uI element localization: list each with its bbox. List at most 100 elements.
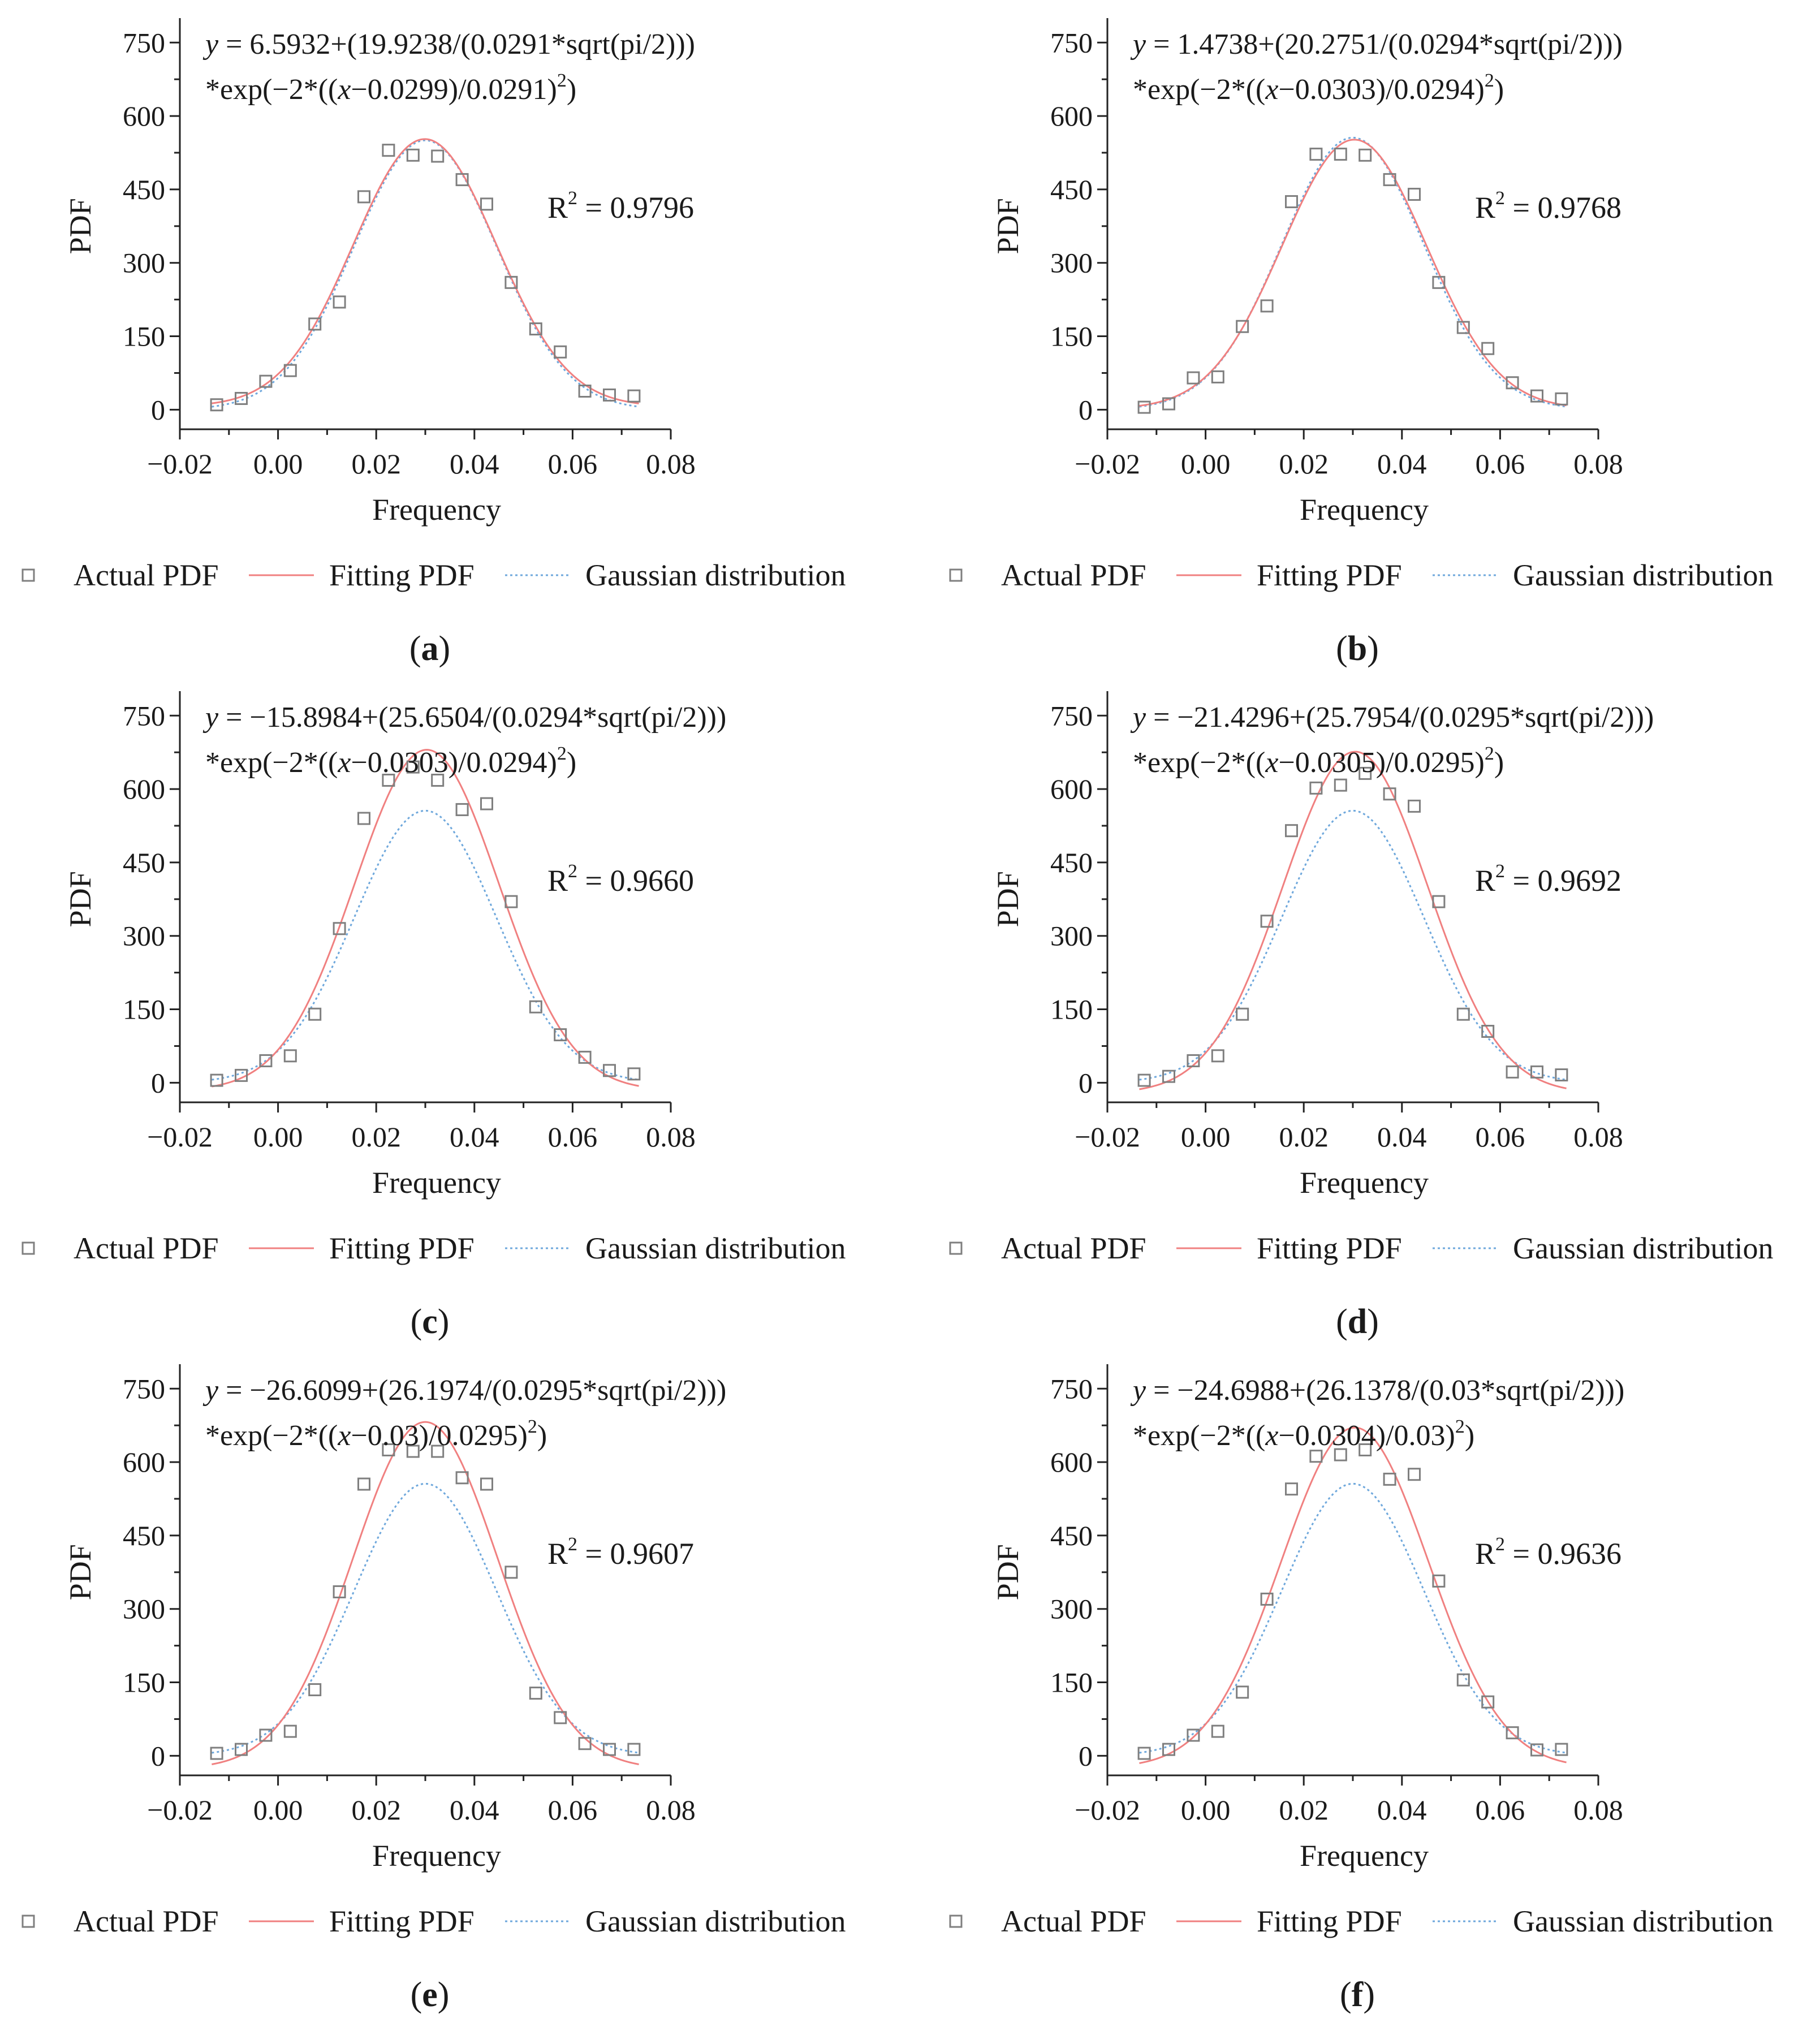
actual-pdf-point <box>1236 1007 1249 1021</box>
actual-pdf-point <box>1260 299 1274 313</box>
actual-pdf-point <box>210 398 223 412</box>
actual-pdf-point <box>1334 148 1347 161</box>
legend-actual-marker <box>21 568 35 582</box>
y-tick-label: 0 <box>151 1740 165 1771</box>
actual-pdf-point <box>1408 799 1421 813</box>
actual-pdf-point <box>1211 1049 1224 1063</box>
actual-pdf-point <box>1137 1747 1151 1760</box>
chart-panel-f: 0 150 300 450 600 750 −0.02 0.00 0.02 0.04 0.06 0.0… <box>949 1364 1773 2014</box>
y-tick-label: 600 <box>1050 100 1093 132</box>
x-tick-label: 0.02 <box>1279 1121 1329 1153</box>
actual-pdf-point <box>431 1444 445 1458</box>
y-tick-label: 0 <box>1079 1067 1093 1098</box>
r-squared-label: R2 = 0.9607 <box>547 1534 694 1571</box>
actual-pdf-point <box>578 1737 592 1750</box>
legend-actual-label: Actual PDF <box>74 1231 219 1265</box>
x-tick-label: 0.02 <box>351 1794 401 1826</box>
actual-pdf-point <box>455 173 469 187</box>
legend-fitting-label: Fitting PDF <box>1257 1231 1402 1265</box>
actual-pdf-point <box>1456 321 1470 334</box>
y-tick-label: 450 <box>123 847 165 878</box>
actual-pdf-point <box>210 1747 223 1760</box>
legend-gaussian-label: Gaussian distribution <box>585 1904 846 1938</box>
y-tick-label: 150 <box>1050 1667 1093 1698</box>
r-squared-label: R2 = 0.9768 <box>1475 188 1621 225</box>
y-tick-label: 0 <box>151 1067 165 1098</box>
actual-pdf-point <box>1309 1450 1323 1463</box>
actual-pdf-point <box>1211 1724 1224 1738</box>
legend-actual-label: Actual PDF <box>1001 1231 1146 1265</box>
actual-pdf-point <box>1187 1728 1200 1742</box>
actual-pdf-point <box>627 1067 641 1081</box>
equation-line-2: *exp(−2*((x−0.0304)/0.03)2) <box>1133 1416 1474 1452</box>
actual-pdf-point <box>1187 1054 1200 1067</box>
equation-line-1: y = 6.5932+(19.9238/(0.0291*sqrt(pi/2))) <box>202 28 695 61</box>
chart-legend: Actual PDF Fitting PDF Gaussian distributi… <box>949 1904 1773 1938</box>
legend-actual-marker <box>21 1914 35 1928</box>
x-tick-label: 0.02 <box>1279 448 1329 480</box>
x-tick-label: −0.02 <box>1075 1794 1140 1826</box>
gaussian-distribution-curve <box>212 1482 639 1754</box>
y-tick-label: 300 <box>1050 247 1093 279</box>
actual-pdf-point <box>1236 320 1249 333</box>
actual-pdf-point <box>210 1073 223 1087</box>
actual-pdf-point <box>1334 778 1347 792</box>
actual-pdf-point <box>259 374 273 388</box>
legend-gaussian-label: Gaussian distribution <box>585 1231 846 1265</box>
actual-pdf-point <box>431 774 445 787</box>
fitting-pdf-curve <box>1139 1426 1567 1764</box>
equation-line-2: *exp(−2*((x−0.0299)/0.0291)2) <box>205 70 576 106</box>
x-tick-label: −0.02 <box>1075 448 1140 480</box>
x-tick-label: 0.06 <box>1476 1794 1525 1826</box>
x-tick-label: −0.02 <box>147 1794 213 1826</box>
actual-pdf-point <box>504 895 518 908</box>
actual-pdf-point <box>1432 275 1446 289</box>
y-tick-label: 300 <box>123 247 165 279</box>
equation-line-1: y = 1.4738+(20.2751/(0.0294*sqrt(pi/2))) <box>1130 28 1623 61</box>
y-tick-label: 600 <box>123 1446 165 1478</box>
legend-gaussian-label: Gaussian distribution <box>1513 558 1773 592</box>
x-tick-label: 0.02 <box>1279 1794 1329 1826</box>
legend-actual-marker <box>949 1241 963 1255</box>
actual-pdf-point <box>1481 1025 1495 1038</box>
y-tick-label: 450 <box>1050 847 1093 878</box>
y-tick-label: 450 <box>123 1520 165 1551</box>
y-axis-label: PDF <box>63 1544 97 1600</box>
actual-pdf-point <box>1555 392 1568 406</box>
actual-pdf-point <box>406 1444 420 1458</box>
actual-pdf-point <box>504 275 518 289</box>
r-squared-label: R2 = 0.9692 <box>1475 861 1621 898</box>
x-tick-label: −0.02 <box>147 448 213 480</box>
actual-pdf-point <box>382 774 395 787</box>
actual-pdf-point <box>1555 1068 1568 1082</box>
actual-pdf-point <box>333 922 346 935</box>
y-tick-label: 450 <box>1050 174 1093 205</box>
x-tick-label: 0.00 <box>1181 1794 1231 1826</box>
x-tick-label: 0.04 <box>1377 1121 1427 1153</box>
panel-label: (f) <box>1340 1976 1375 2014</box>
chart-legend: Actual PDF Fitting PDF Gaussian distributi… <box>949 1231 1773 1265</box>
y-tick-label: 750 <box>123 27 165 58</box>
x-axis-label: Frequency <box>1300 493 1429 527</box>
y-axis-label: PDF <box>991 1544 1025 1600</box>
x-tick-label: 0.04 <box>450 1794 499 1826</box>
actual-pdf-point <box>480 1477 493 1491</box>
chart-panel-c: 0 150 300 450 600 750 −0.02 0.00 0.02 0.04 0.06 0.0… <box>21 691 846 1341</box>
gaussian-distribution-curve <box>1139 1482 1567 1754</box>
x-tick-label: 0.06 <box>548 1121 598 1153</box>
legend-fitting-label: Fitting PDF <box>1257 558 1402 592</box>
x-tick-label: 0.00 <box>1181 1121 1231 1153</box>
actual-pdf-point <box>382 1443 395 1456</box>
gaussian-distribution-curve <box>212 809 639 1081</box>
actual-pdf-point <box>480 797 493 810</box>
y-tick-label: 0 <box>151 394 165 425</box>
gaussian-distribution-curve <box>1139 809 1567 1081</box>
panel-label: (c) <box>411 1303 450 1341</box>
x-tick-label: 0.02 <box>351 448 401 480</box>
actual-pdf-point <box>431 149 445 163</box>
actual-pdf-point <box>529 1000 542 1014</box>
y-tick-label: 750 <box>123 1373 165 1404</box>
equation-line-1: y = −26.6099+(26.1974/(0.0295*sqrt(pi/2)… <box>202 1374 726 1407</box>
legend-actual-marker <box>21 1241 35 1255</box>
